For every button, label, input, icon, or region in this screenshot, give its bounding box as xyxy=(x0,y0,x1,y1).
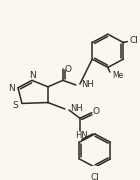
Text: Cl: Cl xyxy=(90,173,99,180)
Text: HN: HN xyxy=(75,131,88,140)
Text: NH: NH xyxy=(70,105,83,114)
Text: O: O xyxy=(92,107,99,116)
Text: N: N xyxy=(9,84,15,93)
Text: S: S xyxy=(12,101,18,110)
Text: NH: NH xyxy=(81,80,94,89)
Text: Me: Me xyxy=(112,71,123,80)
Text: O: O xyxy=(64,65,71,74)
Text: N: N xyxy=(30,71,36,80)
Text: Cl: Cl xyxy=(130,36,139,45)
